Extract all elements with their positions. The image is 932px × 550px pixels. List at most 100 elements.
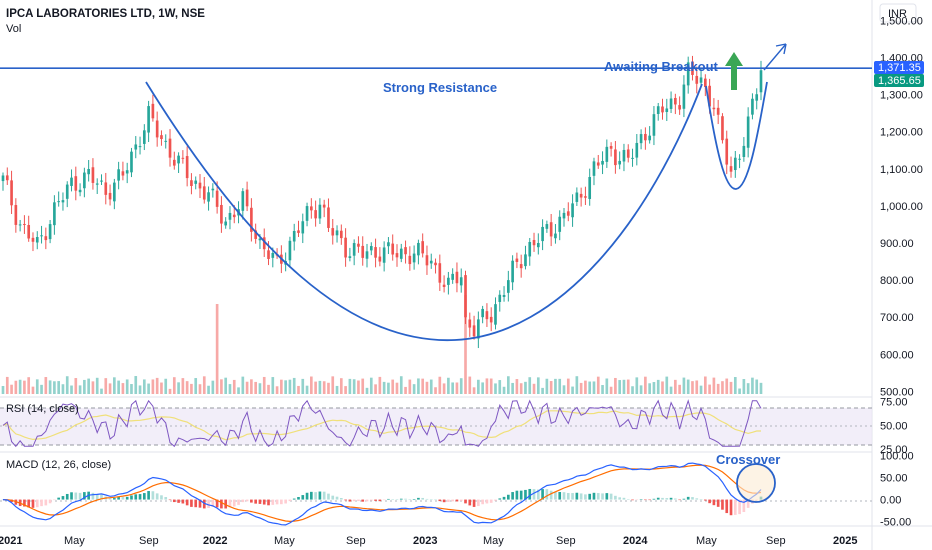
price-tick-label: 500.00 <box>880 386 914 398</box>
candle-body <box>464 275 467 318</box>
volume-bar <box>245 381 249 394</box>
macd-histogram-bar <box>618 497 622 500</box>
macd-tick-label: 50.00 <box>880 473 908 485</box>
time-tick-label: 2023 <box>413 535 437 547</box>
chart-title[interactable]: IPCA LABORATORIES LTD, 1W, NSE <box>6 8 205 20</box>
volume-bar <box>314 381 317 394</box>
macd-histogram-bar <box>254 499 257 504</box>
volume-bar <box>237 387 240 394</box>
candle-body <box>271 253 275 258</box>
candle <box>198 174 202 199</box>
candle <box>609 142 613 157</box>
macd-tick-label: -50.00 <box>880 517 911 529</box>
rsi-indicator-label[interactable]: RSI (14, close) <box>6 403 79 415</box>
volume-bar <box>678 384 681 394</box>
volume-bar <box>477 379 480 394</box>
candle-body <box>408 255 412 265</box>
macd-histogram-bar <box>387 498 390 500</box>
macd-histogram-bar <box>215 499 219 508</box>
candle-body <box>442 284 446 287</box>
volume-bar <box>395 382 399 394</box>
rsi-axis[interactable]: 75.00 50.00 25.00 <box>880 397 908 456</box>
candle <box>53 195 56 235</box>
macd-histogram-bar <box>241 499 245 503</box>
candle-body <box>425 255 429 266</box>
candle-body <box>751 98 754 115</box>
handle-curve <box>705 81 768 190</box>
candle <box>417 239 420 265</box>
candle-body <box>404 247 407 255</box>
volume-bar <box>575 376 579 394</box>
candle <box>83 167 86 198</box>
time-tick-label: Sep <box>346 535 366 547</box>
macd-histogram-bar <box>725 499 729 514</box>
volume-bar <box>545 378 549 394</box>
candle <box>14 198 18 233</box>
candle-body <box>224 221 228 226</box>
candle-body <box>481 308 484 318</box>
volume-bar <box>207 385 210 394</box>
macd-histogram-bar <box>172 499 176 503</box>
macd-histogram-bar <box>164 497 168 500</box>
candle-body <box>292 231 296 242</box>
candle-body <box>455 271 459 284</box>
volume-bar <box>95 377 99 394</box>
candle-body <box>626 149 630 158</box>
macd-histogram-bar <box>322 491 326 500</box>
candle <box>579 187 583 207</box>
macd-histogram-bar <box>155 493 159 500</box>
volume-bar <box>31 386 35 394</box>
macd-histogram-bar <box>314 492 317 500</box>
candle <box>288 236 292 268</box>
volume-bar <box>691 381 694 394</box>
candle-body <box>661 106 664 113</box>
macd-histogram-bar <box>665 498 669 500</box>
candle <box>322 199 326 218</box>
candle-body <box>5 175 9 181</box>
volume-bar <box>588 381 592 394</box>
candle <box>185 146 189 187</box>
macd-histogram-bar <box>134 494 138 500</box>
candle-body <box>549 222 553 237</box>
volume-bar <box>661 381 664 394</box>
volume-bar <box>151 379 155 394</box>
candle-body <box>267 250 270 259</box>
macd-histogram-bar <box>738 499 741 515</box>
candle-body <box>374 247 377 258</box>
macd-histogram-bar <box>378 499 382 502</box>
candle <box>751 93 754 120</box>
volume-bar <box>40 384 43 394</box>
volume-bar <box>674 379 677 394</box>
green-up-arrow <box>725 52 743 90</box>
candle-body <box>704 78 707 88</box>
macd-histogram-bar <box>477 499 480 507</box>
candle <box>61 192 65 211</box>
macd-histogram-bar <box>601 493 604 500</box>
macd-histogram-bar <box>258 499 262 504</box>
volume-bar <box>91 381 95 394</box>
candle-body <box>288 240 292 261</box>
candle <box>455 262 459 293</box>
macd-axis[interactable]: 100.00 50.00 0.00 -50.00 <box>880 451 914 529</box>
currency-button[interactable]: INR <box>879 3 917 23</box>
macd-histogram-bar <box>639 499 643 500</box>
macd-histogram-bar <box>275 499 279 505</box>
macd-histogram-bar <box>434 499 437 501</box>
macd-indicator-label[interactable]: MACD (12, 26, close) <box>6 459 111 471</box>
time-axis[interactable]: 2021 May Sep 2022 May Sep 2023 May Sep 2024 May Sep… <box>0 535 857 547</box>
macd-histogram-bar <box>365 499 369 502</box>
candle <box>588 168 592 206</box>
macd-histogram-bar <box>661 497 664 500</box>
candle <box>545 220 549 233</box>
candle-body <box>451 273 454 280</box>
candle-body <box>588 176 592 199</box>
macd-tick-label: 100.00 <box>880 451 914 463</box>
candle <box>464 270 467 325</box>
macd-tick-label: 0.00 <box>880 495 901 507</box>
volume-bar <box>733 377 737 394</box>
volume-bar <box>14 380 18 394</box>
price-tick-label: 1,200.00 <box>880 127 923 139</box>
volume-indicator-label[interactable]: Vol <box>6 23 21 35</box>
volume-bar <box>716 383 720 394</box>
